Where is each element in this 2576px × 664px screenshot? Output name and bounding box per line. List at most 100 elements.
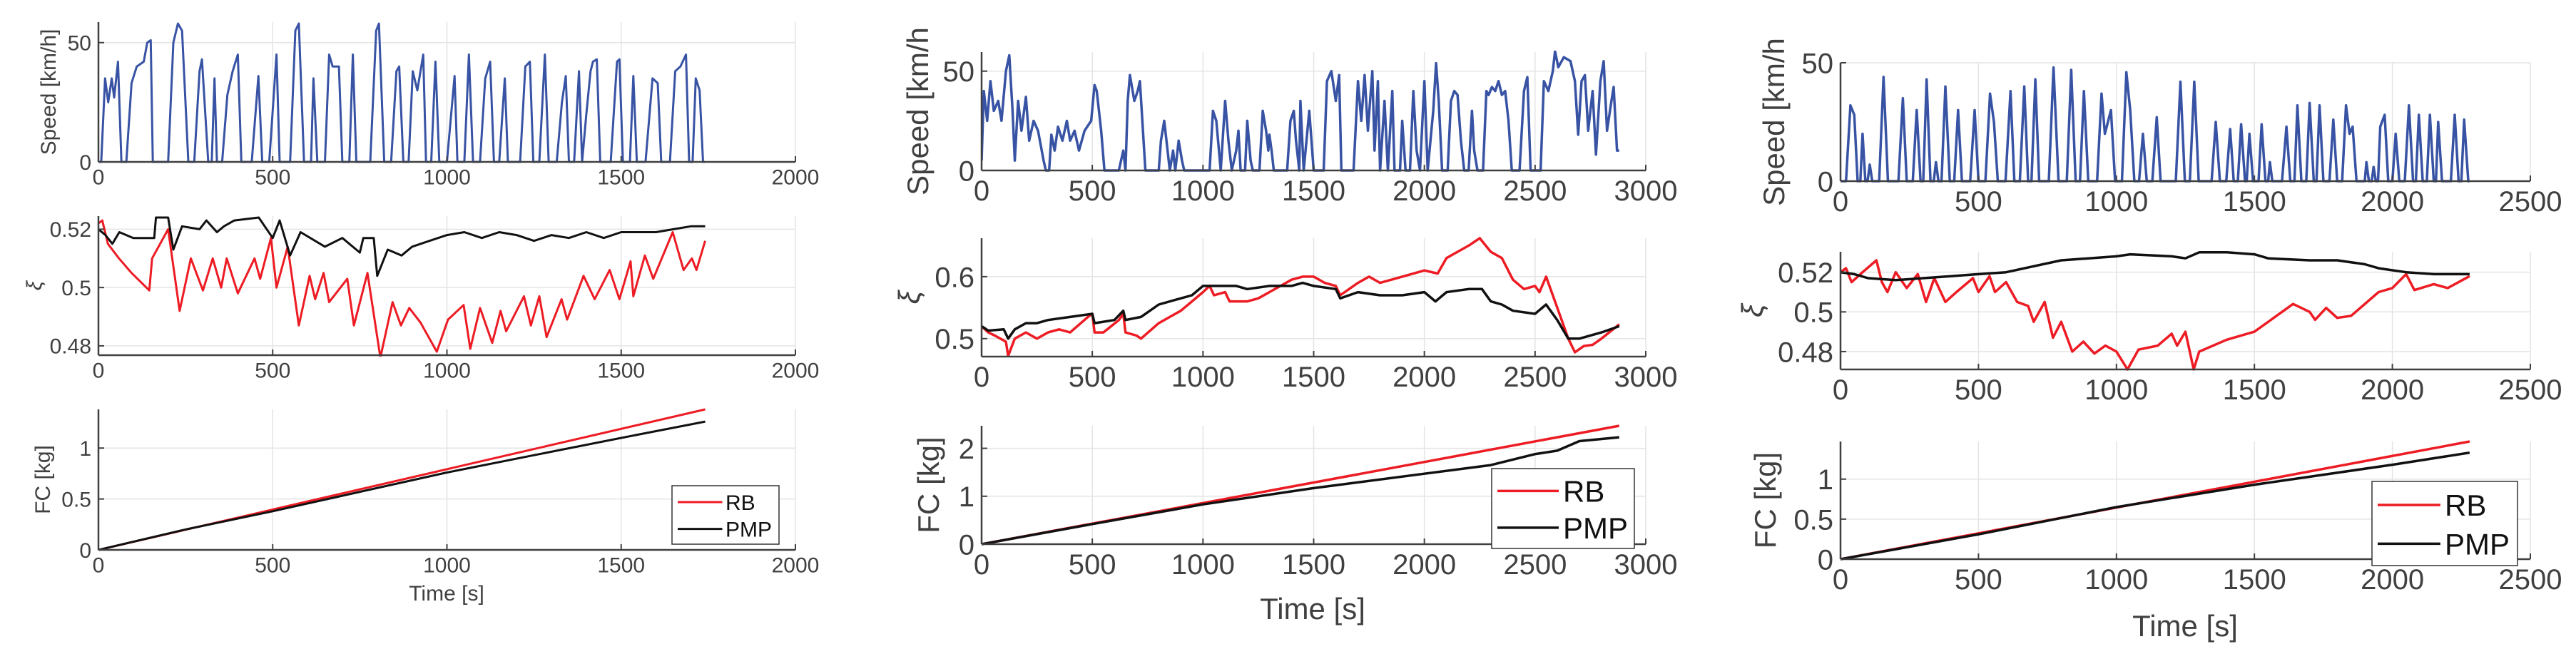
x-tick-label: 1000 — [423, 359, 471, 383]
y-tick-label: 0 — [79, 151, 91, 175]
y-axis-label: Speed [km/h] — [37, 29, 61, 155]
x-tick-label: 2000 — [772, 554, 820, 578]
legend: RB PMP — [671, 485, 780, 545]
y-tick-label: 1 — [79, 437, 91, 461]
series-speed-line — [1841, 66, 2470, 183]
y-tick-label: 2 — [959, 434, 974, 465]
y-axis-label: ξ — [1736, 302, 1769, 317]
x-tick-label: 3000 — [1614, 549, 1678, 581]
series-speed-line — [982, 51, 1619, 172]
y-tick-label: 1 — [1818, 464, 1833, 496]
x-tick-label: 1500 — [597, 554, 645, 578]
series-pmp-line — [982, 436, 1619, 546]
legend-label-pmp: PMP — [2445, 527, 2510, 561]
y-tick-label: 50 — [1802, 48, 1834, 79]
legend-label-pmp: PMP — [726, 518, 772, 541]
legend-box — [2371, 481, 2518, 566]
x-tick-label: 2500 — [1503, 549, 1567, 581]
y-tick-label: 0.48 — [1778, 337, 1833, 368]
x-tick-label: 1000 — [2084, 374, 2148, 406]
x-tick-label: 0 — [1833, 374, 1848, 406]
axes-fc: 0 500 1000 1500 2000 0 0.5 1 FC [kg] RB PMP — [31, 408, 820, 578]
y-tick-label: 0.52 — [1778, 257, 1833, 289]
x-tick-label: 1500 — [597, 166, 645, 190]
legend-label-rb: RB — [726, 491, 755, 515]
axes-speed: 0 500 1000 1500 2000 0 50 Speed [km/h] — [37, 22, 819, 190]
x-tick-label: 2000 — [1393, 175, 1456, 207]
x-tick-label: 2000 — [772, 166, 820, 190]
y-tick-label: 0.5 — [935, 324, 974, 355]
y-tick-label: 0 — [959, 529, 974, 561]
x-tick-label: 2000 — [2361, 186, 2424, 218]
y-tick-label: 0.48 — [50, 335, 91, 359]
x-tick-label: 3000 — [1614, 362, 1678, 393]
series-pmp-line — [98, 216, 706, 277]
x-tick-label: 500 — [1069, 175, 1116, 207]
series-pmp-line — [1841, 451, 2470, 561]
x-tick-label: 2000 — [1393, 549, 1456, 581]
series-rb-line — [1841, 259, 2470, 371]
y-tick-label: 50 — [943, 56, 975, 88]
x-tick-label: 500 — [255, 166, 290, 190]
x-tick-label: 1000 — [2084, 564, 2148, 596]
axes-xi: 0 500 1000 1500 2000 0.48 0.5 0.52 ξ — [23, 216, 819, 383]
x-tick-label: 2000 — [2361, 374, 2424, 406]
x-tick-label: 1500 — [597, 359, 645, 383]
y-tick-label: 0.5 — [1793, 297, 1833, 329]
legend-box — [671, 485, 780, 545]
series-rb-line — [98, 219, 706, 357]
x-axis-label: Time [s] — [409, 582, 484, 606]
legend-label-pmp: PMP — [1563, 511, 1628, 545]
legend-box — [1491, 468, 1635, 549]
x-tick-label: 1500 — [2223, 374, 2286, 406]
x-tick-label: 500 — [255, 554, 290, 578]
x-tick-label: 0 — [974, 362, 989, 393]
x-tick-label: 0 — [1833, 564, 1848, 596]
x-tick-label: 0 — [93, 554, 105, 578]
x-tick-label: 500 — [1955, 564, 2002, 596]
x-tick-label: 1000 — [423, 166, 471, 190]
x-tick-label: 1000 — [1171, 175, 1235, 207]
y-tick-label: 0 — [79, 539, 91, 563]
series-speed-line — [98, 22, 705, 163]
series-pmp-line — [1841, 251, 2470, 282]
x-tick-label: 1500 — [2223, 564, 2286, 596]
x-axis-label: Time [s] — [2132, 609, 2238, 643]
y-tick-label: 0.6 — [935, 262, 974, 293]
panel-1: 0 500 1000 1500 2000 0 50 Speed [km/h] 0 500 1000 1… — [23, 22, 819, 606]
y-axis-label: FC [kg] — [31, 445, 55, 514]
y-tick-label: 1 — [959, 481, 974, 513]
x-tick-label: 500 — [1069, 362, 1116, 393]
x-tick-label: 500 — [1955, 186, 2002, 218]
axes-xi: 0 500 1000 1500 2000 2500 0.48 0.5 0.52 ξ — [1736, 251, 2562, 406]
y-tick-label: 0.5 — [1793, 504, 1833, 536]
x-tick-label: 500 — [1069, 549, 1116, 581]
y-axis-label: ξ — [892, 289, 926, 304]
x-tick-label: 0 — [93, 359, 105, 383]
x-tick-label: 1000 — [1171, 549, 1235, 581]
y-tick-label: 0.5 — [61, 277, 91, 300]
axes-speed: 0 500 1000 1500 2000 2500 0 50 Speed [km/h — [1757, 38, 2562, 218]
y-tick-label: 0 — [959, 155, 974, 187]
legend-label-rb: RB — [1563, 474, 1604, 508]
legend: RB PMP — [2371, 481, 2518, 566]
x-tick-label: 2500 — [1503, 175, 1567, 207]
x-tick-label: 1500 — [2223, 186, 2286, 218]
x-tick-label: 2500 — [1503, 362, 1567, 393]
x-tick-label: 1500 — [1282, 362, 1345, 393]
x-tick-label: 0 — [974, 175, 989, 207]
x-tick-label: 3000 — [1614, 175, 1678, 207]
x-tick-label: 2500 — [2499, 564, 2562, 596]
y-tick-label: 0.5 — [61, 488, 91, 511]
y-tick-label: 50 — [68, 32, 91, 56]
x-tick-label: 1500 — [1282, 175, 1345, 207]
x-tick-label: 0 — [974, 549, 989, 581]
x-tick-label: 0 — [93, 166, 105, 190]
y-axis-label: ξ — [23, 280, 46, 290]
